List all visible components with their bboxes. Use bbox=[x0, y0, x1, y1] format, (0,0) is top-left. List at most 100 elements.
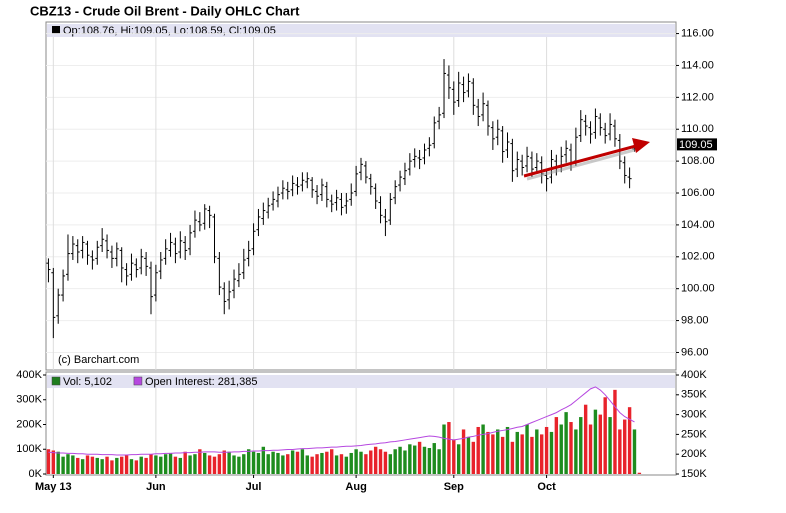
y-tick-label: 108.00 bbox=[681, 155, 715, 167]
volume-bar bbox=[364, 454, 368, 474]
mark-layer bbox=[46, 59, 642, 474]
y-tick-label: 114.00 bbox=[681, 59, 714, 71]
x-tick-label: Aug bbox=[345, 481, 366, 493]
volume-bar bbox=[520, 434, 524, 474]
open-interest-line bbox=[48, 386, 635, 456]
volume-bar bbox=[359, 451, 363, 474]
legend-swatch bbox=[133, 376, 143, 386]
volume-bar bbox=[398, 446, 402, 474]
volume-bar bbox=[549, 431, 554, 474]
arrow-shadow bbox=[526, 147, 639, 181]
volume-bar bbox=[168, 452, 173, 474]
x-tick-label: Oct bbox=[537, 481, 556, 493]
volume-bar bbox=[237, 456, 241, 474]
y-tick-label: 400K bbox=[16, 369, 42, 381]
volume-bar bbox=[403, 450, 407, 474]
volume-bar bbox=[413, 445, 417, 474]
volume-bar bbox=[281, 455, 285, 474]
volume-bar bbox=[325, 451, 329, 474]
volume-bar bbox=[295, 451, 300, 474]
volume-bar bbox=[149, 454, 153, 474]
volume-bar bbox=[632, 429, 637, 474]
price-panel bbox=[45, 21, 677, 371]
volume-bar bbox=[46, 449, 51, 474]
y-tick-label: 96.00 bbox=[681, 346, 709, 358]
volume-bar bbox=[525, 424, 529, 474]
volume-bar bbox=[305, 455, 309, 474]
volume-bar bbox=[100, 459, 104, 474]
legend-label: Vol: 5,102 bbox=[63, 376, 112, 388]
volume-bar bbox=[344, 456, 349, 474]
volume-bar bbox=[61, 456, 65, 474]
x-tick-label: Jun bbox=[146, 481, 166, 493]
volume-bar bbox=[437, 449, 441, 474]
y-tick-label: 100.00 bbox=[681, 283, 715, 295]
volume-bar bbox=[266, 454, 270, 474]
y2-tick-label: 400K bbox=[681, 369, 707, 381]
volume-bar bbox=[447, 422, 451, 474]
volume-bar bbox=[417, 441, 422, 474]
volume-legend-bar bbox=[47, 375, 675, 388]
volume-bar bbox=[80, 459, 85, 474]
volume-bar bbox=[432, 443, 436, 474]
info-swatch bbox=[52, 26, 60, 34]
volume-bar bbox=[71, 455, 75, 474]
volume-bar bbox=[456, 444, 461, 474]
y-tick-label: 98.00 bbox=[681, 314, 709, 326]
volume-bar bbox=[569, 422, 573, 474]
volume-bar bbox=[383, 451, 388, 474]
volume-bar bbox=[334, 455, 339, 474]
volume-bar bbox=[461, 429, 466, 474]
volume-bar bbox=[486, 431, 490, 474]
volume-bar bbox=[505, 426, 510, 474]
volume-bar bbox=[85, 455, 90, 474]
volume-bar bbox=[95, 457, 99, 474]
volume-bar bbox=[76, 457, 80, 474]
volume-bar bbox=[139, 456, 143, 474]
label-layer: 96.00 98.00 100.00 102.00 104.00 106.00 108.00… bbox=[16, 27, 717, 493]
volume-bar bbox=[539, 434, 544, 474]
volume-bar bbox=[217, 454, 222, 474]
volume-bar bbox=[51, 450, 56, 474]
volume-bar bbox=[207, 455, 212, 474]
x-tick-label: Sep bbox=[444, 481, 464, 493]
y2-tick-label: 300K bbox=[681, 409, 707, 421]
volume-bar bbox=[564, 412, 568, 474]
volume-bar bbox=[144, 457, 148, 474]
volume-bar bbox=[530, 436, 534, 474]
volume-bar bbox=[119, 456, 124, 474]
volume-bar bbox=[515, 431, 519, 474]
volume-bar bbox=[115, 457, 119, 474]
y-tick-label: 116.00 bbox=[681, 27, 714, 39]
volume-bar bbox=[300, 449, 305, 474]
y-tick-label: 106.00 bbox=[681, 187, 715, 199]
legend-swatch bbox=[51, 376, 61, 386]
volume-bar bbox=[310, 456, 314, 474]
volume-bar bbox=[378, 449, 383, 474]
volume-bar bbox=[452, 439, 456, 474]
volume-bar bbox=[242, 454, 246, 474]
y-tick-label: 110.00 bbox=[681, 123, 714, 135]
price-marker bbox=[677, 138, 717, 151]
volume-bar bbox=[598, 414, 603, 474]
volume-bar bbox=[442, 424, 446, 474]
volume-bar bbox=[369, 450, 373, 474]
volume-bar bbox=[481, 424, 485, 474]
trend-arrow bbox=[523, 138, 650, 181]
volume-bar bbox=[159, 456, 163, 474]
x-tick-label: May 13 bbox=[35, 481, 72, 493]
volume-bar bbox=[373, 446, 378, 474]
volume-bar bbox=[603, 397, 607, 474]
volume-bar bbox=[554, 417, 559, 474]
volume-bar bbox=[471, 441, 476, 474]
volume-bar bbox=[500, 436, 505, 474]
volume-bar bbox=[154, 455, 158, 474]
volume-bar bbox=[315, 454, 319, 474]
volume-bar bbox=[422, 446, 427, 474]
volume-bar bbox=[232, 455, 236, 474]
volume-bar bbox=[56, 451, 60, 474]
volume-bar bbox=[203, 452, 207, 474]
volume-bar bbox=[286, 454, 290, 474]
volume-bar bbox=[246, 449, 251, 474]
